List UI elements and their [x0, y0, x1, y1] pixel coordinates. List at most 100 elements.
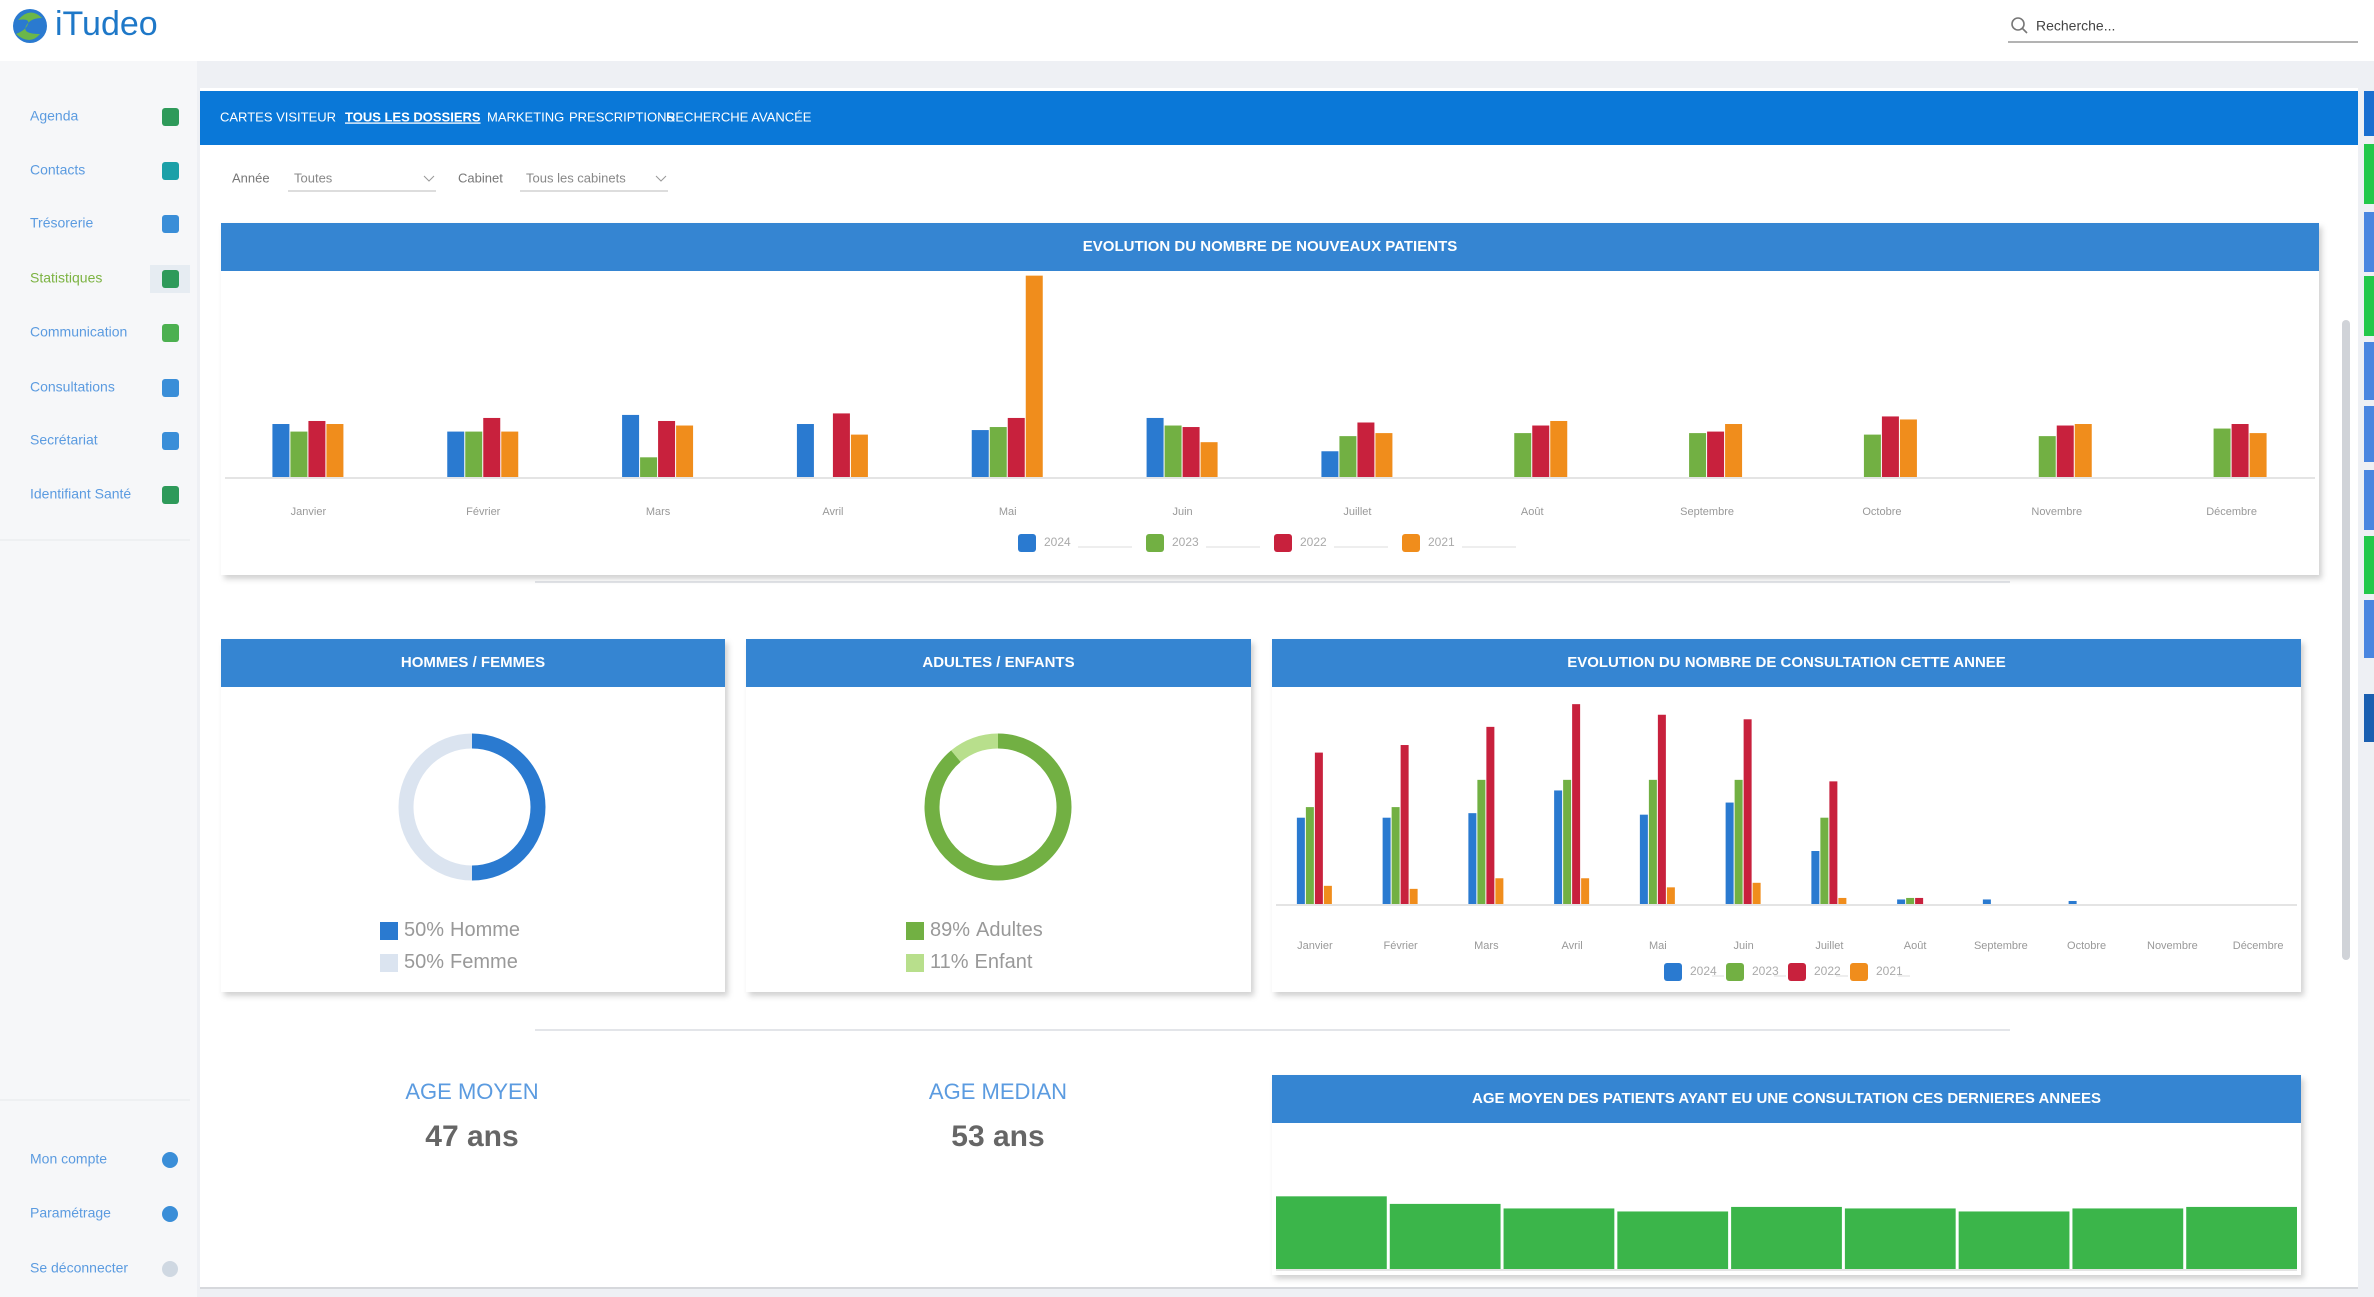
bar: [1321, 451, 1339, 477]
legend-swatch[interactable]: [380, 954, 398, 972]
x-tick-label: Avril: [822, 506, 843, 518]
legend-swatch[interactable]: [1274, 534, 1292, 552]
search-box[interactable]: [2008, 17, 2358, 43]
x-tick-label: Mai: [999, 506, 1017, 518]
x-tick-label: Juillet: [1815, 940, 1843, 952]
legend-label[interactable]: 2024: [1044, 535, 1071, 549]
chart-header: [221, 223, 2319, 271]
legend-value: 89%: [930, 919, 970, 941]
legend-label[interactable]: 89% Adultes: [930, 919, 1043, 941]
menu-icon: [162, 270, 179, 288]
bar: [1468, 813, 1477, 904]
x-tick-label: Janvier: [291, 506, 327, 518]
search-placeholder[interactable]: Recherche...: [2036, 18, 2115, 34]
legend-label[interactable]: 2022: [1300, 535, 1327, 549]
bar: [1532, 425, 1550, 477]
bar: [1666, 887, 1675, 904]
select-caret: [655, 175, 667, 182]
legend-swatch[interactable]: [1788, 963, 1806, 981]
legend-label[interactable]: 2021: [1428, 535, 1455, 549]
x-tick-label: Mars: [646, 506, 671, 518]
bar: [290, 431, 308, 477]
menu-item[interactable]: Statistiques: [30, 270, 102, 286]
chart-panel: [221, 639, 725, 992]
legend-swatch[interactable]: [1664, 963, 1682, 981]
bar: [1958, 1211, 2070, 1269]
menu-item[interactable]: Se déconnecter: [30, 1260, 128, 1276]
legend-category: Femme: [450, 951, 518, 973]
x-tick-label: Février: [466, 506, 501, 518]
bar: [1829, 781, 1838, 904]
menu-icon: [162, 1206, 178, 1222]
select-value[interactable]: Toutes: [294, 170, 333, 185]
bar: [640, 457, 658, 477]
bar: [1025, 275, 1043, 477]
stat-label: AGE MEDIAN: [929, 1079, 1067, 1104]
bar: [1503, 1208, 1615, 1269]
legend-swatch[interactable]: [1726, 963, 1744, 981]
logo-text[interactable]: iTudeo: [55, 5, 158, 43]
filter-label: Année: [232, 170, 270, 185]
menu-item[interactable]: Communication: [30, 324, 127, 340]
bar: [796, 424, 814, 477]
chart-title: EVOLUTION DU NOMBRE DE CONSULTATION CETT…: [1567, 654, 2006, 671]
menu-item[interactable]: Paramétrage: [30, 1205, 111, 1221]
x-tick-label: Septembre: [1680, 506, 1734, 518]
bar: [1495, 878, 1504, 904]
legend-swatch[interactable]: [1146, 534, 1164, 552]
menu-item[interactable]: Contacts: [30, 162, 85, 178]
logo-icon: [13, 9, 47, 43]
bar: [1375, 433, 1393, 477]
legend-swatch[interactable]: [1850, 963, 1868, 981]
bar: [1164, 425, 1182, 477]
tab[interactable]: MARKETING: [487, 109, 564, 124]
legend-swatch[interactable]: [906, 922, 924, 940]
select-value[interactable]: Tous les cabinets: [526, 170, 626, 185]
bar: [1881, 416, 1899, 477]
bar: [1915, 897, 1924, 904]
bar: [308, 420, 326, 477]
legend-swatch[interactable]: [906, 954, 924, 972]
menu-icon: [162, 324, 179, 342]
menu-item[interactable]: Agenda: [30, 108, 78, 124]
x-tick-label: Juin: [1734, 940, 1754, 952]
menu-item[interactable]: Identifiant Santé: [30, 486, 131, 502]
menu-item[interactable]: Secrétariat: [30, 432, 98, 448]
menu-item[interactable]: Consultations: [30, 379, 115, 395]
bar: [1146, 417, 1164, 477]
bar: [676, 425, 694, 477]
side-tabs[interactable]: [2364, 91, 2374, 742]
bar: [2072, 1208, 2184, 1269]
legend-label[interactable]: 2023: [1752, 964, 1779, 978]
legend-label[interactable]: 2024: [1690, 964, 1717, 978]
bar: [1725, 424, 1743, 477]
menu-item[interactable]: Mon compte: [30, 1151, 107, 1167]
legend-label[interactable]: 2023: [1172, 535, 1199, 549]
scrollbar[interactable]: [2342, 320, 2350, 960]
chart-header: [1272, 1075, 2301, 1123]
tab[interactable]: RECHERCHE AVANCÉE: [666, 109, 812, 124]
legend-label[interactable]: 50% Femme: [404, 951, 518, 973]
legend-label[interactable]: 11% Enfant: [930, 951, 1033, 973]
bar: [1572, 704, 1581, 904]
legend-swatch[interactable]: [380, 922, 398, 940]
bar: [1400, 745, 1409, 904]
tab[interactable]: TOUS LES DOSSIERS: [345, 109, 481, 124]
bar: [1514, 433, 1532, 477]
menu-icon: [162, 108, 179, 126]
legend-swatch[interactable]: [1018, 534, 1036, 552]
chart-title: ADULTES / ENFANTS: [922, 654, 1074, 671]
legend-label[interactable]: 2022: [1814, 964, 1841, 978]
tab[interactable]: PRESCRIPTIONS: [569, 109, 676, 124]
bar: [1689, 433, 1707, 477]
bar: [1391, 807, 1400, 904]
bar: [1734, 779, 1743, 904]
stat-value: 47 ans: [425, 1120, 518, 1153]
legend-swatch[interactable]: [1402, 534, 1420, 552]
x-tick-label: Octobre: [2067, 940, 2106, 952]
tab[interactable]: CARTES VISITEUR: [220, 109, 336, 124]
legend-label[interactable]: 2021: [1876, 964, 1903, 978]
menu-item[interactable]: Trésorerie: [30, 215, 93, 231]
legend-label[interactable]: 50% Homme: [404, 919, 520, 941]
bar: [658, 420, 676, 477]
